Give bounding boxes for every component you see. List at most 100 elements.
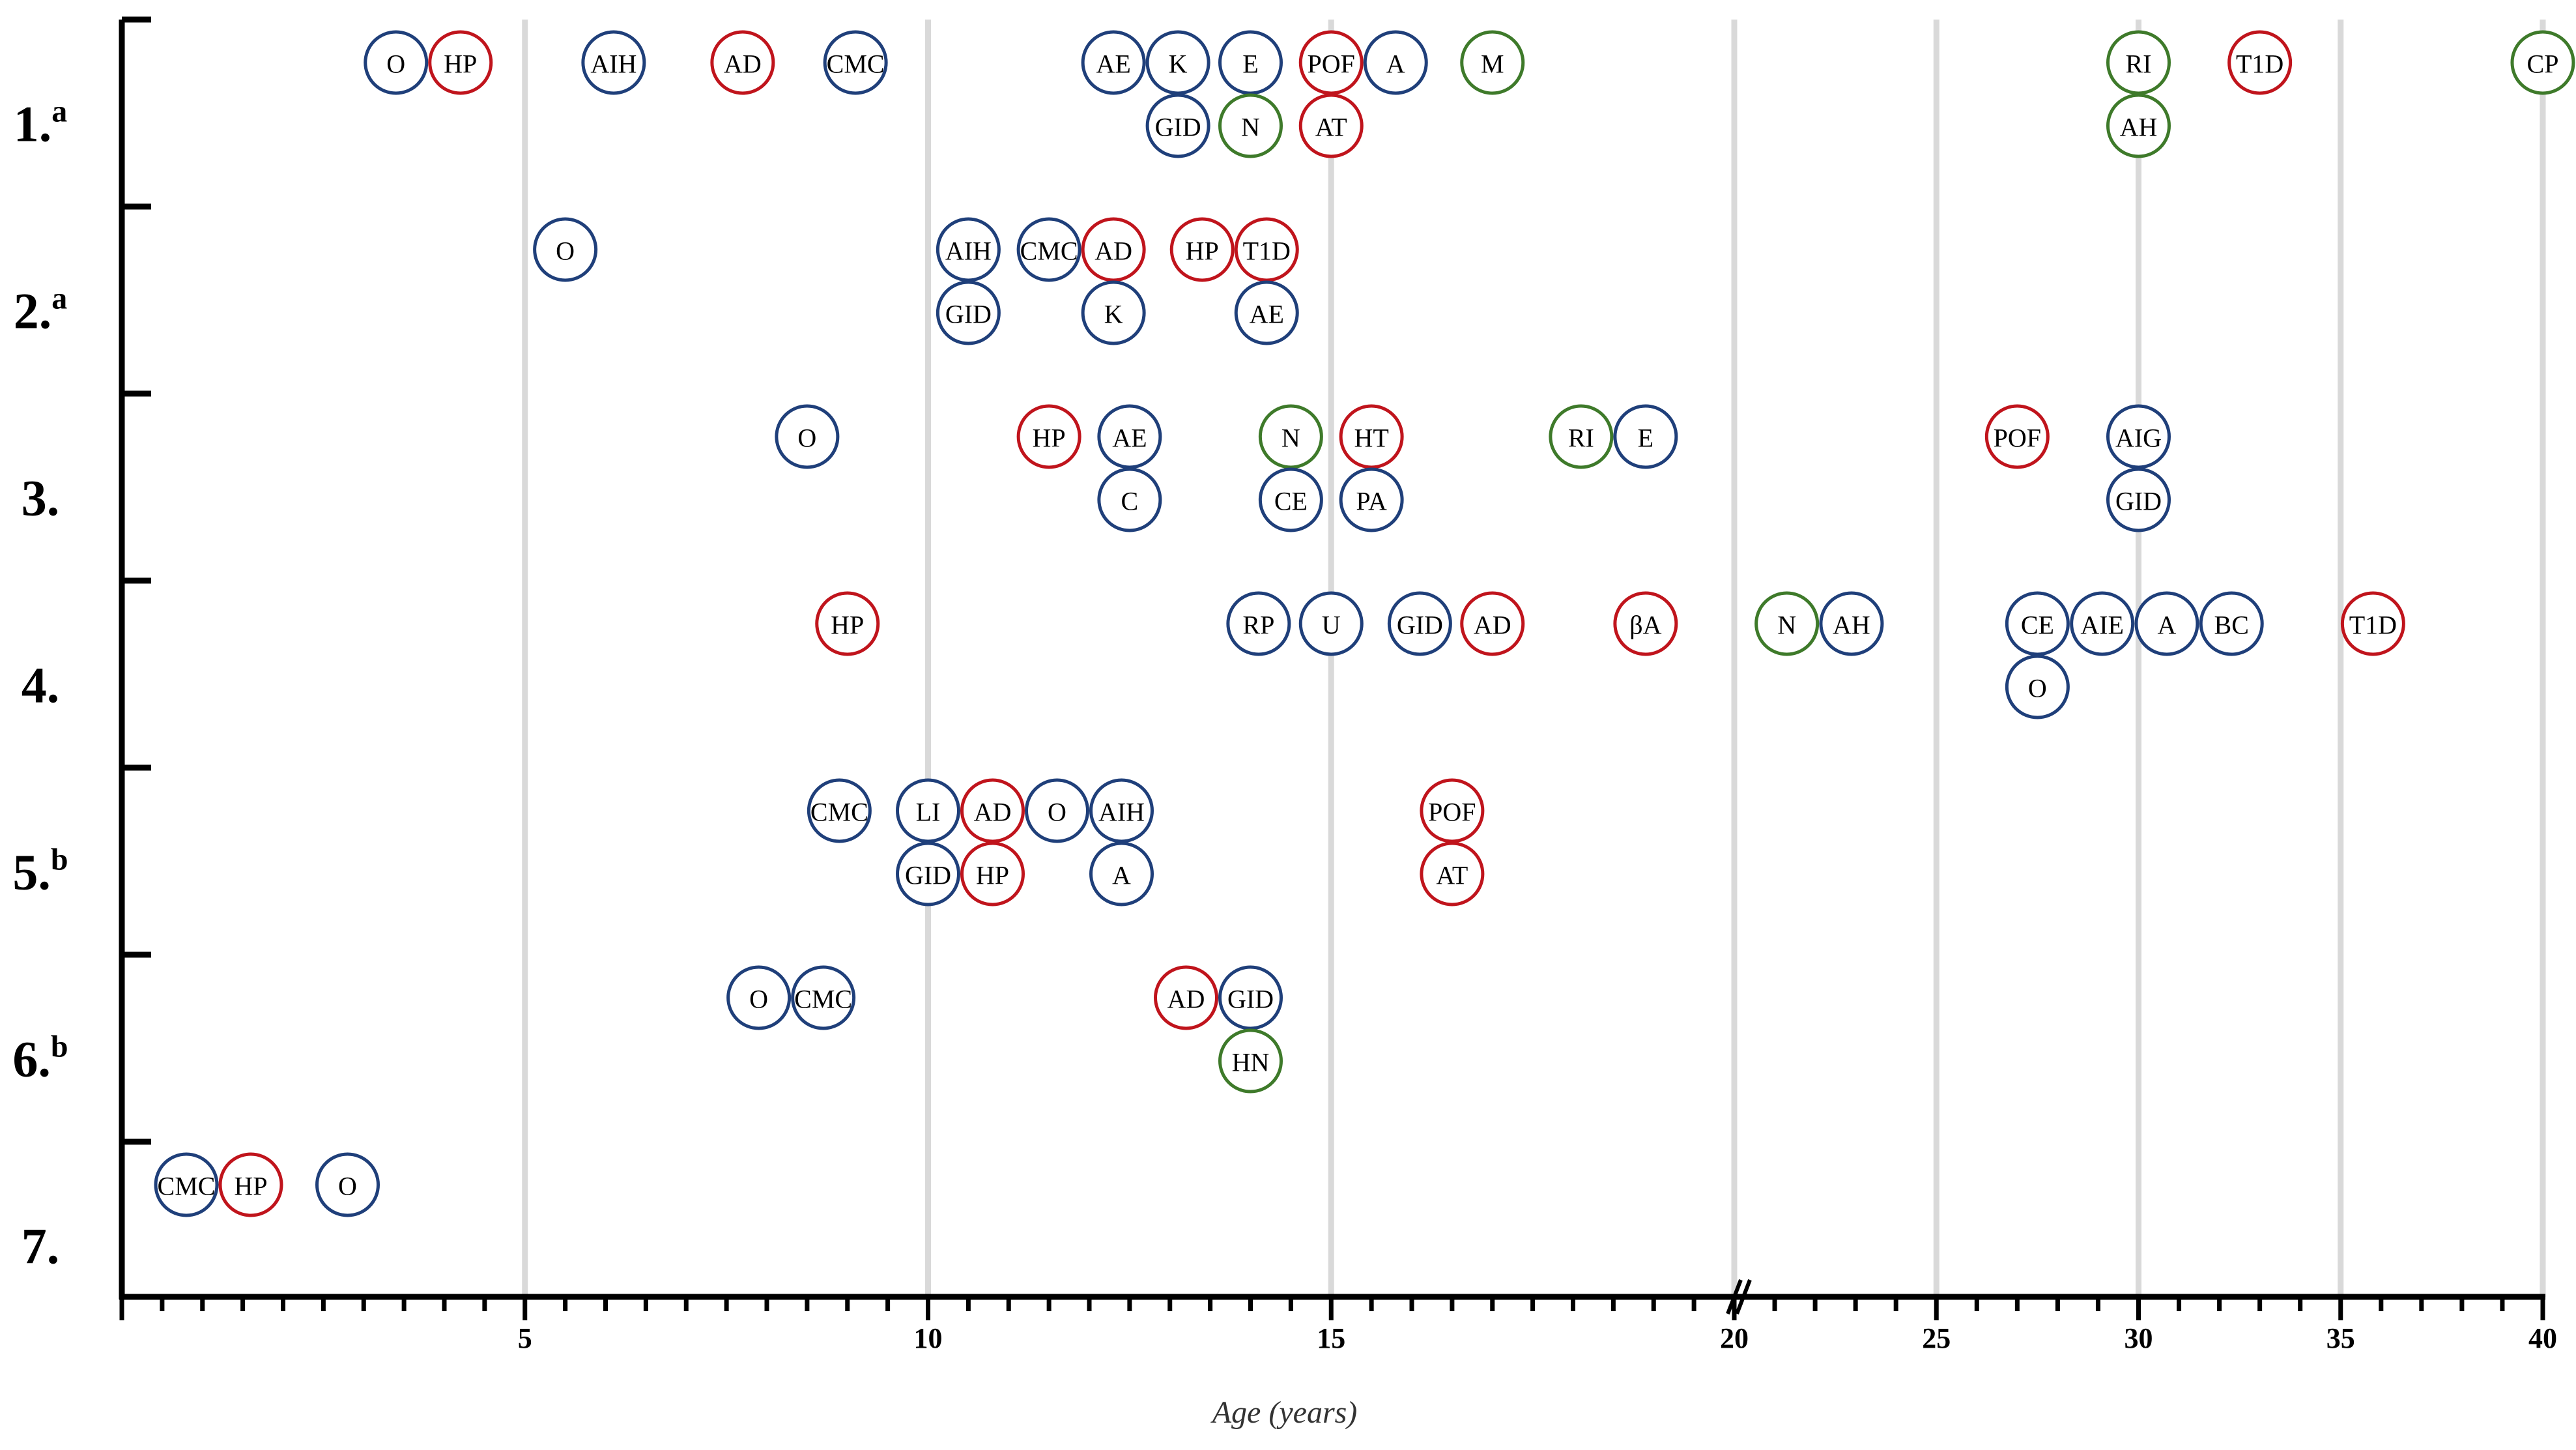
disease-marker-label: CMC <box>827 50 885 79</box>
disease-marker-label: GID <box>945 300 992 329</box>
disease-marker: AD <box>710 30 775 95</box>
x-tick-label-20: 20 <box>1720 1322 1749 1354</box>
disease-marker: GID <box>2106 467 2171 532</box>
axis-break-mark <box>1726 1279 1743 1315</box>
disease-marker-label: CP <box>2527 50 2559 79</box>
disease-marker-label: RI <box>1568 424 1594 453</box>
disease-marker-circle <box>1613 591 1678 656</box>
row-label-4: 4. <box>21 657 60 714</box>
disease-marker-label: AD <box>1474 611 1511 640</box>
disease-marker-label: GID <box>1397 611 1443 640</box>
disease-marker-circle <box>2510 30 2575 95</box>
row-label-5: 5.b <box>12 843 68 901</box>
disease-marker-circle <box>581 30 646 95</box>
disease-marker: GID <box>1218 965 1283 1030</box>
disease-marker-label: T1D <box>2236 50 2283 79</box>
disease-marker-circle <box>1081 30 1146 95</box>
disease-marker-circle <box>1089 841 1154 906</box>
disease-marker: CE <box>2005 591 2070 656</box>
disease-marker-label: N <box>1777 611 1796 640</box>
row-label-3: 3. <box>21 470 60 527</box>
disease-marker: K <box>1081 280 1146 345</box>
disease-marker: HP <box>1169 217 1235 282</box>
disease-marker-circle <box>936 217 1001 282</box>
disease-marker-label: AIH <box>1098 798 1145 827</box>
disease-marker: O <box>533 217 598 282</box>
disease-marker: CMC <box>807 778 872 843</box>
disease-marker-label: LI <box>916 798 941 827</box>
disease-marker-label: GID <box>1155 113 1201 142</box>
row-label-6: 6.b <box>12 1030 68 1088</box>
disease-marker-circle <box>1226 591 1291 656</box>
disease-marker-circle <box>315 1152 380 1217</box>
disease-marker-label: CMC <box>794 985 852 1014</box>
disease-marker-circle <box>1258 467 1323 532</box>
disease-marker-label: A <box>1386 50 1405 79</box>
disease-marker-circle <box>1218 1028 1283 1094</box>
disease-marker-label: O <box>1048 798 1066 827</box>
disease-marker: GID <box>1387 591 1452 656</box>
disease-marker-circle <box>1016 404 1081 469</box>
disease-marker: AT <box>1420 841 1485 906</box>
disease-marker-label: AD <box>724 50 762 79</box>
disease-marker-circle <box>1387 591 1452 656</box>
disease-marker-circle <box>2005 654 2070 719</box>
disease-marker-circle <box>775 404 840 469</box>
disease-marker-label: C <box>1121 487 1139 516</box>
disease-marker-circle <box>2227 30 2293 95</box>
disease-marker: PA <box>1339 467 1404 532</box>
x-tick-label-30: 30 <box>2125 1322 2153 1354</box>
disease-marker-label: AD <box>1167 985 1205 1014</box>
disease-marker: BC <box>2199 591 2264 656</box>
disease-marker: GID <box>936 280 1001 345</box>
x-tick-label-5: 5 <box>518 1322 532 1354</box>
disease-marker-circle <box>1613 404 1678 469</box>
disease-marker-label: HP <box>1033 424 1066 453</box>
disease-marker-circle <box>726 965 792 1030</box>
disease-marker-label: T1D <box>1243 237 1291 266</box>
row-label-7: 7. <box>21 1218 60 1275</box>
disease-marker-circle <box>2134 591 2199 656</box>
disease-marker: AH <box>1819 591 1884 656</box>
disease-marker-label: POF <box>1428 798 1476 827</box>
disease-marker: AIH <box>581 30 646 95</box>
disease-marker: M <box>1460 30 1525 95</box>
disease-marker-circle <box>1549 404 1614 469</box>
disease-marker-label: AT <box>1436 861 1468 890</box>
disease-marker: HP <box>218 1152 283 1217</box>
disease-marker-label: O <box>386 50 405 79</box>
disease-marker-label: AT <box>1315 113 1347 142</box>
disease-marker-label: PA <box>1356 487 1387 516</box>
disease-marker-label: HN <box>1232 1048 1270 1077</box>
disease-marker-label: CMC <box>158 1172 216 1201</box>
disease-marker-circle <box>1754 591 1820 656</box>
disease-marker-label: RI <box>2126 50 2152 79</box>
disease-marker-circle <box>2106 93 2171 158</box>
disease-marker: A <box>1089 841 1154 906</box>
disease-marker-label: HT <box>1354 424 1388 453</box>
disease-marker-circle <box>1420 841 1485 906</box>
disease-marker-label: BC <box>2214 611 2249 640</box>
disease-marker: POF <box>1420 778 1485 843</box>
disease-marker: AE <box>1097 404 1162 469</box>
disease-marker-label: HP <box>444 50 477 79</box>
disease-marker-label: A <box>1112 861 1131 890</box>
disease-marker: HP <box>1016 404 1081 469</box>
disease-marker: POF <box>1298 30 1364 95</box>
disease-marker-label: A <box>2157 611 2176 640</box>
x-axis-label: Age (years) <box>1210 1395 1358 1430</box>
disease-marker-label: AIE <box>2080 611 2124 640</box>
disease-marker-label: CE <box>2021 611 2054 640</box>
disease-marker-label: M <box>1481 50 1504 79</box>
disease-marker: N <box>1218 93 1283 158</box>
x-tick-label-10: 10 <box>914 1322 943 1354</box>
disease-marker-circle <box>1089 778 1154 843</box>
disease-marker-label: βA <box>1629 611 1661 640</box>
disease-marker-circle <box>428 30 493 95</box>
disease-marker: LI <box>896 778 960 843</box>
disease-marker-circle <box>815 591 880 656</box>
disease-marker: CMC <box>154 1152 219 1217</box>
disease-marker-circle <box>364 30 429 95</box>
grid-layer <box>522 20 2546 1297</box>
